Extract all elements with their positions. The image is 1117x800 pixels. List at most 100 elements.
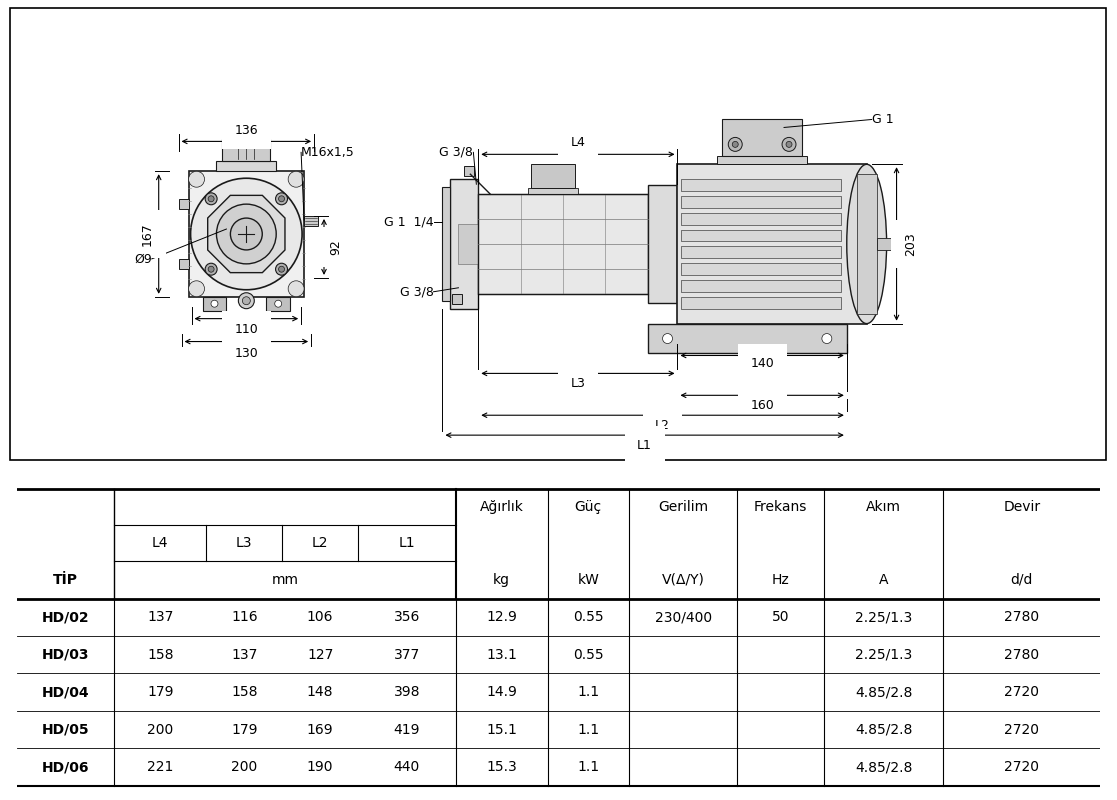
Text: 2.25/1.3: 2.25/1.3 — [855, 648, 913, 662]
Bar — [648, 324, 847, 354]
Text: 2780: 2780 — [1004, 648, 1039, 662]
Text: 167: 167 — [141, 222, 153, 246]
Text: 2720: 2720 — [1004, 722, 1039, 737]
Text: mm: mm — [271, 573, 298, 587]
Circle shape — [278, 266, 285, 272]
Text: 110: 110 — [235, 323, 258, 336]
Text: G 3/8: G 3/8 — [439, 146, 474, 159]
Text: 158: 158 — [231, 685, 258, 699]
Text: Devir: Devir — [1003, 500, 1040, 514]
Text: HD/05: HD/05 — [41, 722, 89, 737]
Text: Hz: Hz — [772, 573, 790, 587]
Text: Frekans: Frekans — [754, 500, 808, 514]
Circle shape — [733, 142, 738, 147]
Text: 190: 190 — [307, 760, 333, 774]
Text: 1.1: 1.1 — [577, 760, 600, 774]
Text: 4.85/2.8: 4.85/2.8 — [855, 760, 913, 774]
Bar — [681, 213, 841, 225]
Bar — [681, 280, 841, 292]
Bar — [304, 216, 318, 226]
Text: 137: 137 — [231, 648, 258, 662]
Bar — [179, 199, 189, 209]
Text: 2780: 2780 — [1004, 610, 1039, 624]
Text: 116: 116 — [231, 610, 258, 624]
Circle shape — [278, 196, 285, 202]
Text: G 1: G 1 — [871, 113, 894, 126]
Text: Gerilim: Gerilim — [658, 500, 708, 514]
Text: Ø9: Ø9 — [134, 252, 152, 266]
Text: 356: 356 — [393, 610, 420, 624]
Text: 200: 200 — [231, 760, 257, 774]
Text: L2: L2 — [312, 536, 328, 550]
Circle shape — [206, 263, 217, 275]
Circle shape — [276, 263, 287, 275]
Text: 160: 160 — [751, 398, 774, 412]
Bar — [857, 174, 877, 314]
Bar — [179, 259, 189, 269]
Text: 13.1: 13.1 — [486, 648, 517, 662]
Bar — [681, 230, 841, 242]
Bar — [452, 294, 462, 304]
Text: 92: 92 — [330, 239, 343, 255]
Text: A: A — [879, 573, 888, 587]
Bar — [723, 119, 802, 156]
Circle shape — [786, 142, 792, 147]
Text: L2: L2 — [655, 418, 670, 432]
Text: 2.25/1.3: 2.25/1.3 — [855, 610, 913, 624]
Text: 377: 377 — [393, 648, 420, 662]
Text: 130: 130 — [235, 347, 258, 360]
Text: L3: L3 — [571, 377, 585, 390]
Circle shape — [276, 193, 287, 205]
Text: HD/03: HD/03 — [41, 648, 89, 662]
Bar — [681, 263, 841, 275]
Text: 4.85/2.8: 4.85/2.8 — [855, 685, 913, 699]
Bar — [202, 297, 227, 310]
Text: G 1  1/4: G 1 1/4 — [384, 215, 433, 229]
Text: HD/02: HD/02 — [41, 610, 89, 624]
Text: 127: 127 — [307, 648, 333, 662]
Text: V(Δ/Y): V(Δ/Y) — [661, 573, 705, 587]
Text: L4: L4 — [152, 536, 169, 550]
Text: 0.55: 0.55 — [573, 648, 603, 662]
Circle shape — [275, 300, 281, 307]
Text: 398: 398 — [393, 685, 420, 699]
Text: 158: 158 — [147, 648, 173, 662]
Bar — [266, 297, 290, 310]
Text: L4: L4 — [571, 136, 585, 149]
Text: L1: L1 — [637, 438, 652, 451]
Circle shape — [189, 171, 204, 187]
Text: 221: 221 — [147, 760, 173, 774]
Text: kW: kW — [577, 573, 599, 587]
Text: L3: L3 — [236, 536, 252, 550]
Text: 179: 179 — [231, 722, 258, 737]
Text: 140: 140 — [751, 357, 774, 370]
Text: 200: 200 — [147, 722, 173, 737]
Bar — [681, 298, 841, 309]
Circle shape — [208, 196, 214, 202]
Text: TİP: TİP — [52, 573, 78, 587]
Circle shape — [191, 178, 302, 290]
Bar — [681, 178, 841, 190]
Bar — [450, 179, 478, 309]
Circle shape — [242, 297, 250, 305]
Circle shape — [782, 138, 796, 151]
Circle shape — [288, 281, 304, 297]
Text: 137: 137 — [147, 610, 173, 624]
Bar — [217, 162, 276, 171]
Circle shape — [288, 171, 304, 187]
Text: 12.9: 12.9 — [486, 610, 517, 624]
Circle shape — [206, 193, 217, 205]
Text: kg: kg — [493, 573, 510, 587]
Text: 1.1: 1.1 — [577, 722, 600, 737]
Circle shape — [230, 218, 262, 250]
Text: 203: 203 — [904, 232, 917, 256]
Text: 148: 148 — [307, 685, 333, 699]
Text: 106: 106 — [307, 610, 333, 624]
Text: 4.85/2.8: 4.85/2.8 — [855, 722, 913, 737]
Circle shape — [217, 204, 276, 264]
Text: 419: 419 — [393, 722, 420, 737]
Circle shape — [728, 138, 742, 151]
Text: M16x1,5: M16x1,5 — [302, 146, 355, 159]
Circle shape — [238, 293, 255, 309]
Bar — [222, 139, 270, 162]
